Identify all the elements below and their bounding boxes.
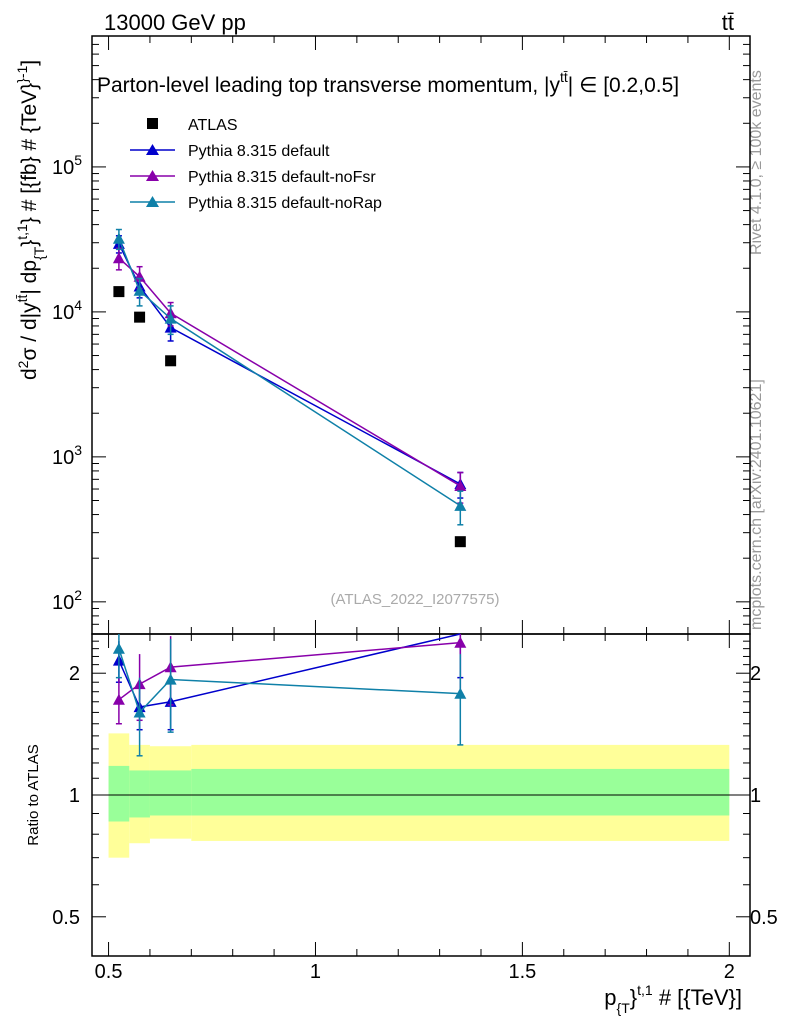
legend-entry-atlas: ATLAS — [147, 117, 238, 134]
data-point — [133, 284, 146, 296]
legend: ATLAS Pythia 8.315 default Pythia 8.315 … — [130, 117, 382, 212]
series-line — [118, 257, 461, 487]
mcplots-label: mcplots.cern.ch [arXiv:2401.10621] — [748, 379, 765, 630]
y-tick-label: 105 — [52, 152, 82, 179]
data-point — [112, 232, 125, 244]
x-tick-label: 2 — [724, 961, 735, 983]
legend-label-atlas: ATLAS — [188, 117, 238, 134]
ratio-y-tick-label-right: 0.5 — [750, 907, 778, 929]
y-tick-label: 102 — [52, 587, 82, 614]
ratio-y-tick-label: 0.5 — [52, 907, 80, 929]
y-tick-label: 104 — [52, 297, 82, 324]
ratio-point — [454, 636, 467, 648]
ratio-point — [112, 642, 125, 654]
ratio-y-tick-label-right: 2 — [750, 663, 761, 685]
x-tick-label: 1.5 — [508, 961, 536, 983]
legend-label-default: Pythia 8.315 default — [188, 143, 330, 160]
ratio-y-tick-label: 2 — [69, 663, 80, 685]
header-left: 13000 GeV pp — [104, 10, 246, 35]
legend-entry-nofsr: Pythia 8.315 default-noFsr — [130, 169, 376, 186]
ratio-band-inner — [108, 765, 130, 822]
legend-entry-norap: Pythia 8.315 default-noRap — [130, 195, 382, 212]
atlas-data-point — [454, 536, 466, 548]
ratio-point — [133, 706, 146, 718]
atlas-data-point — [113, 286, 125, 298]
ratio-band-inner — [129, 770, 150, 818]
rivet-label: Rivet 4.1.0, ≥ 100k events — [748, 70, 765, 255]
legend-marker-nofsr — [146, 170, 159, 181]
atlas-data-point — [165, 355, 177, 367]
plot-marks: 0.5 1 1.5 2 102 103 104 105 0.5 0.5 1 1 2 2 — [52, 35, 778, 983]
ratio-point — [164, 673, 177, 685]
legend-marker-norap — [146, 196, 159, 207]
data-point — [454, 479, 467, 492]
ratio-series-line — [118, 633, 461, 708]
legend-label-nofsr: Pythia 8.315 default-noFsr — [188, 169, 376, 186]
ratio-y-tick-label-right: 1 — [750, 785, 761, 807]
legend-marker-atlas — [147, 118, 158, 129]
y-tick-label: 103 — [52, 442, 82, 469]
ratio-point — [112, 693, 125, 705]
atlas-data-point — [134, 311, 146, 323]
ratio-band-inner — [191, 768, 730, 816]
ratio-ylabel: Ratio to ATLAS — [25, 744, 42, 845]
legend-entry-default: Pythia 8.315 default — [130, 143, 330, 160]
ratio-series-line — [118, 648, 461, 714]
legend-label-norap: Pythia 8.315 default-noRap — [188, 195, 382, 212]
data-point — [454, 499, 467, 511]
chart-title: Parton-level leading top transverse mome… — [97, 69, 679, 97]
x-tick-label: 0.5 — [95, 961, 123, 983]
header-right: tt̄ — [722, 10, 734, 35]
ratio-band-inner — [149, 770, 192, 816]
ratio-series-line — [118, 641, 461, 701]
ratio-y-tick-label: 1 — [69, 785, 80, 807]
xlabel: p{T}t,1 # [{TeV}] — [604, 982, 742, 1016]
ratio-point — [454, 687, 467, 699]
main-ylabel: d2σ / d|ytt̄| dp{T}t,1} # [{fb} # {TeV}}… — [14, 60, 47, 380]
data-point — [112, 252, 125, 264]
analysis-watermark: (ATLAS_2022_I2077575) — [330, 591, 499, 608]
data-point — [164, 312, 177, 324]
series-line — [118, 238, 461, 507]
x-tick-label: 1 — [310, 961, 321, 983]
legend-marker-default — [146, 144, 159, 155]
